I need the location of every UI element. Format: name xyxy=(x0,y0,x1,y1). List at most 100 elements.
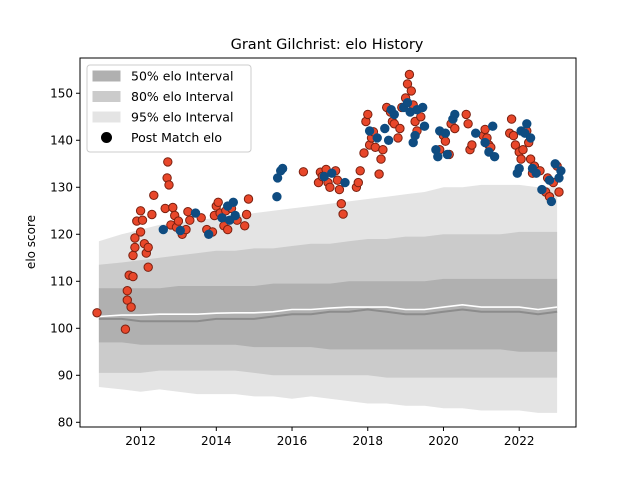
interval-bands xyxy=(98,184,558,413)
loss-point xyxy=(355,166,365,176)
loss-point xyxy=(168,202,178,213)
y-tick-label: 130 xyxy=(50,180,73,194)
legend-label: 50% elo Interval xyxy=(131,69,233,84)
band-50 xyxy=(98,278,558,352)
win-point xyxy=(380,123,390,134)
win-point xyxy=(522,119,532,129)
legend-swatch-80 xyxy=(92,91,121,102)
y-axis-label: elo score xyxy=(24,215,38,269)
loss-point xyxy=(137,215,148,225)
win-point xyxy=(372,133,382,143)
win-point xyxy=(546,196,557,207)
win-point xyxy=(383,135,394,146)
y-tick-label: 120 xyxy=(50,227,73,241)
loss-point xyxy=(467,140,477,150)
loss-point xyxy=(406,86,416,96)
win-point xyxy=(418,102,428,113)
loss-point xyxy=(440,136,451,146)
loss-point xyxy=(130,233,140,243)
win-point xyxy=(544,175,555,185)
axes: 2012 2014 2016 2018 2020 2022 80 90 100 110 120 130… xyxy=(50,57,577,448)
win-point xyxy=(419,121,430,131)
y-tick-label: 80 xyxy=(58,415,73,429)
loss-point xyxy=(122,286,133,296)
loss-point xyxy=(92,308,102,318)
loss-point xyxy=(126,302,136,312)
loss-point xyxy=(135,227,146,237)
loss-point xyxy=(508,130,519,141)
win-point xyxy=(175,225,186,236)
win-point xyxy=(471,128,481,138)
post-match-points xyxy=(92,69,566,334)
legend-swatch-50 xyxy=(92,70,121,82)
loss-point xyxy=(516,154,526,164)
loss-point xyxy=(130,242,140,253)
loss-point xyxy=(120,324,131,334)
win-point xyxy=(442,149,452,160)
win-point xyxy=(556,166,566,176)
loss-point xyxy=(463,119,473,129)
y-tick-label: 100 xyxy=(50,321,73,335)
loss-point xyxy=(416,112,426,122)
win-point xyxy=(364,126,375,136)
y-tick-label: 140 xyxy=(50,133,73,147)
loss-point xyxy=(183,207,193,217)
loss-point xyxy=(164,180,174,190)
loss-point xyxy=(395,123,405,134)
legend-marker-point xyxy=(101,132,112,143)
loss-point xyxy=(163,157,173,167)
x-tick-label: 2020 xyxy=(428,434,459,448)
win-point xyxy=(230,210,240,221)
win-point xyxy=(480,137,490,148)
x-tick-label: 2012 xyxy=(125,434,156,448)
loss-point xyxy=(149,190,159,201)
chart-title: Grant Gilchrist: elo History xyxy=(231,37,424,53)
legend-label: 80% elo Interval xyxy=(131,89,233,104)
win-point xyxy=(489,152,500,162)
loss-point xyxy=(334,184,345,195)
legend-label: 95% elo Interval xyxy=(131,110,233,125)
loss-point xyxy=(143,262,153,272)
win-point xyxy=(190,208,201,218)
loss-point xyxy=(213,197,223,208)
loss-point xyxy=(128,271,138,282)
loss-point xyxy=(554,187,564,197)
win-point xyxy=(525,133,536,143)
mean-line xyxy=(98,308,558,323)
win-point xyxy=(389,109,399,120)
loss-point xyxy=(393,133,403,143)
loss-point xyxy=(359,148,369,158)
win-point xyxy=(550,159,560,169)
win-point xyxy=(272,192,282,202)
loss-point xyxy=(223,224,233,235)
win-point xyxy=(410,130,420,141)
x-tick-label: 2022 xyxy=(504,434,535,448)
plot-frame xyxy=(79,57,577,428)
win-point xyxy=(450,109,460,120)
legend-label: Post Match elo xyxy=(131,130,222,145)
loss-point xyxy=(135,206,146,216)
loss-point xyxy=(510,140,521,150)
loss-point xyxy=(241,209,252,220)
y-tick-label: 90 xyxy=(58,368,73,382)
win-point xyxy=(402,98,413,108)
loss-point xyxy=(240,221,250,231)
loss-point xyxy=(376,154,386,164)
win-point xyxy=(204,229,214,240)
win-point xyxy=(440,128,451,138)
loss-point xyxy=(518,145,528,155)
loss-point xyxy=(450,123,460,134)
win-point xyxy=(158,224,169,235)
loss-point xyxy=(378,145,388,155)
loss-point xyxy=(128,250,138,261)
loss-point xyxy=(404,69,415,80)
x-tick-label: 2014 xyxy=(201,434,232,448)
win-point xyxy=(514,163,524,174)
loss-point xyxy=(147,209,157,220)
win-point xyxy=(228,197,239,208)
center-lines xyxy=(98,303,558,323)
win-point xyxy=(319,171,329,182)
win-point xyxy=(277,163,288,174)
loss-point xyxy=(338,209,348,219)
